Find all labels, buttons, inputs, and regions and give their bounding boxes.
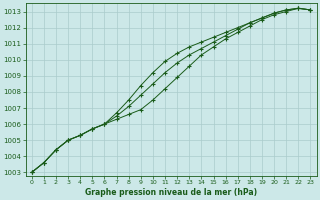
X-axis label: Graphe pression niveau de la mer (hPa): Graphe pression niveau de la mer (hPa)	[85, 188, 257, 197]
